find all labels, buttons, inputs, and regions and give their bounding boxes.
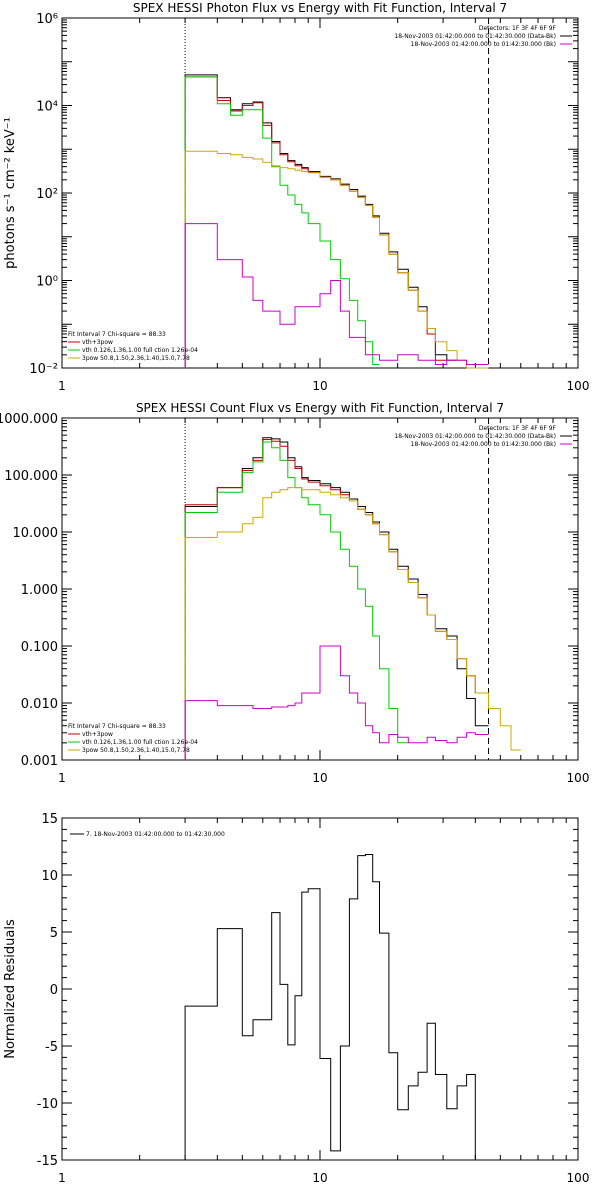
photon-panel: SPEX HESSI Photon Flux vs Energy with Fi… xyxy=(3,1,589,393)
resid-ytick-label: 0 xyxy=(50,983,58,998)
photon-legend-text: 18-Nov-2003 01:42:00.000 to 01:42:30.000… xyxy=(411,41,556,48)
resid-ylabel: Normalized Residuals xyxy=(3,919,18,1059)
photon-xtick-label: 100 xyxy=(567,379,590,393)
photon-ytick-label: 10⁰ xyxy=(36,275,58,290)
resid-ytick-label: -10 xyxy=(37,1097,58,1112)
count-ytick-label: 0.001 xyxy=(21,754,58,769)
count-xtick-label: 1 xyxy=(58,771,66,785)
count-ytick-label: 1000.000 xyxy=(0,412,58,427)
count-legend-text: 3pow 50.8,1.50,2.36,1.40,15.0,7.78 xyxy=(82,747,190,754)
photon-legend-text: Fit Interval 7 Chi-square = 88.33 xyxy=(68,331,166,338)
photon-ytick-label: 10⁶ xyxy=(36,12,58,27)
photon-series-line xyxy=(184,76,380,368)
count-legend-text: 18-Nov-2003 01:42:00.000 to 01:42:30.000… xyxy=(394,433,556,440)
count-ytick-label: 10.000 xyxy=(13,526,59,541)
photon-series-line xyxy=(184,76,447,368)
photon-legend-text: vth+3pow xyxy=(82,339,113,346)
photon-ytick-label: 10⁴ xyxy=(36,100,58,115)
photon-series-line xyxy=(184,74,458,368)
photon-legend-text: 3pow 50.8,1.50,2.36,1.40,15.0,7.78 xyxy=(82,355,190,362)
photon-series-line xyxy=(184,150,489,369)
count-legend-text: Detectors: 1F 3F 4F 6F 9F xyxy=(479,425,557,432)
count-series-line xyxy=(184,437,489,760)
count-xtick-label: 100 xyxy=(567,771,590,785)
photon-xtick-label: 10 xyxy=(312,379,327,393)
resid-series-line xyxy=(184,854,489,1161)
resid-ytick-label: -5 xyxy=(45,1040,58,1055)
photon-legend-text: vth 0.126,1.36,1.00 full ction 1.26e-04 xyxy=(82,347,198,354)
photon-ytick-label: 10² xyxy=(36,187,58,202)
count-ytick-label: 100.000 xyxy=(4,469,58,484)
resid-ytick-label: 10 xyxy=(41,869,58,884)
count-legend-text: vth+3pow xyxy=(82,731,113,738)
resid-ytick-label: -15 xyxy=(37,1154,58,1169)
resid-ytick-label: 5 xyxy=(50,926,58,941)
photon-frame xyxy=(61,17,579,369)
resid-xtick-label: 100 xyxy=(567,1171,590,1185)
count-xtick-label: 10 xyxy=(312,771,327,785)
count-legend-text: 18-Nov-2003 01:42:00.000 to 01:42:30.000… xyxy=(411,441,556,448)
count-legend-text: Fit Interval 7 Chi-square = 88.33 xyxy=(68,723,166,730)
resid-ytick-label: 15 xyxy=(41,812,58,827)
resid-xtick-label: 1 xyxy=(58,1171,66,1185)
count-series-line xyxy=(184,645,489,760)
count-series-line xyxy=(184,441,409,760)
count-ytick-label: 1.000 xyxy=(21,583,58,598)
resid-legend-text: 7. 18-Nov-2003 01:42:00.000 to 01:42:30.… xyxy=(86,831,225,838)
photon-legend-text: 18-Nov-2003 01:42:00.000 to 01:42:30.000… xyxy=(394,33,556,40)
count-ytick-label: 0.010 xyxy=(21,697,58,712)
photon-ytick-label: 10⁻² xyxy=(29,362,58,377)
photon-title: SPEX HESSI Photon Flux vs Energy with Fi… xyxy=(133,1,507,15)
resid-panel: Normalized Residuals 1 10 100 -15 -10 -5 0 5 10 15… xyxy=(3,812,589,1185)
count-title: SPEX HESSI Count Flux vs Energy with Fit… xyxy=(136,401,504,415)
resid-xtick-label: 10 xyxy=(312,1171,327,1185)
photon-legend-text: Detectors: 1F 3F 4F 6F 9F xyxy=(479,25,557,32)
photon-xtick-label: 1 xyxy=(58,379,66,393)
photon-series-line xyxy=(184,223,489,368)
count-legend-text: vth 0.126,1.36,1.00 full ction 1.26e-04 xyxy=(82,739,198,746)
photon-ylabel: photons s⁻¹ cm⁻² keV⁻¹ xyxy=(3,117,18,269)
count-series-line xyxy=(184,487,521,760)
count-ytick-label: 0.100 xyxy=(21,640,58,655)
count-panel: SPEX HESSI Count Flux vs Energy with Fit… xyxy=(0,401,589,785)
